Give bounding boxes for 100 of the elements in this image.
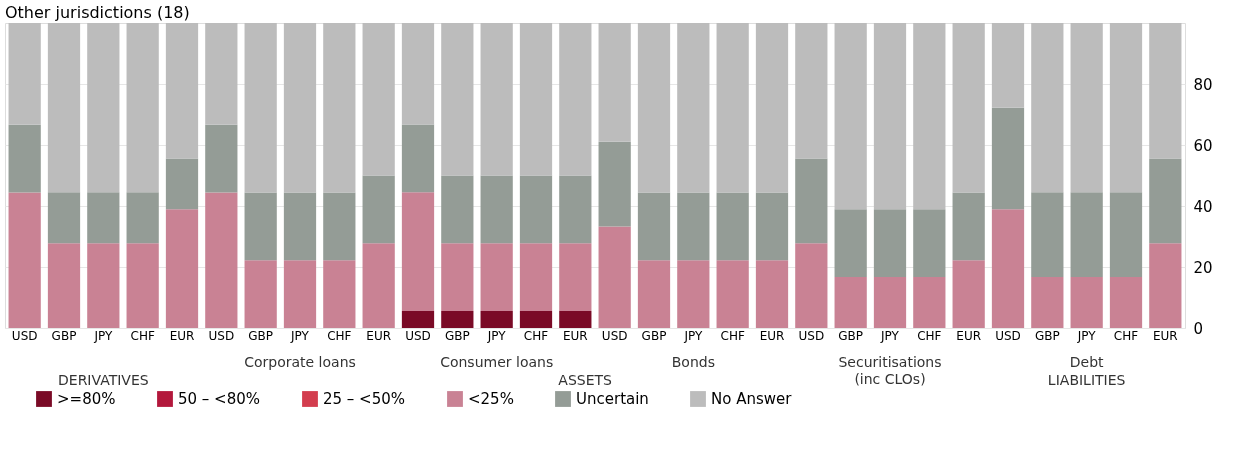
bar <box>755 192 789 261</box>
bar <box>205 23 238 125</box>
bar <box>401 310 435 328</box>
bar <box>637 23 671 193</box>
text: Bonds <box>671 354 715 370</box>
bar <box>401 192 435 311</box>
x-tick-label: EUR <box>956 328 982 343</box>
bar <box>87 243 120 328</box>
bar <box>559 175 592 244</box>
x-tick-label: CHF <box>720 328 745 343</box>
x-tick-label: GBP <box>838 328 864 343</box>
bar <box>480 310 513 328</box>
bar <box>362 23 395 176</box>
bar <box>873 277 907 328</box>
bar <box>401 124 435 193</box>
legend-label: 50 – <80% <box>178 390 261 408</box>
bar <box>913 209 946 278</box>
legend-label: <25% <box>468 390 514 408</box>
bar <box>1031 192 1064 278</box>
bar <box>991 23 1025 108</box>
bar <box>8 23 41 125</box>
bar <box>598 141 631 227</box>
x-tick-label: GBP <box>248 328 274 343</box>
bar <box>1031 277 1064 328</box>
bar <box>519 243 553 311</box>
bar <box>87 192 120 244</box>
bar <box>244 23 277 193</box>
bar <box>323 23 356 193</box>
bar <box>716 192 749 261</box>
text: Corporate loans <box>244 354 356 370</box>
bar <box>47 23 81 193</box>
x-tick-label: GBP <box>444 328 470 343</box>
bar <box>1149 23 1182 159</box>
x-tick-label: USD <box>601 328 628 343</box>
x-tick-label: USD <box>208 328 235 343</box>
bar <box>991 107 1025 210</box>
x-tick-label: JPY <box>683 328 703 343</box>
x-tick-label: EUR <box>366 328 392 343</box>
bar <box>205 124 238 193</box>
bar <box>480 243 513 311</box>
bar <box>1070 23 1103 193</box>
bar <box>519 23 553 176</box>
bar <box>1031 23 1064 193</box>
bar <box>755 23 789 193</box>
x-tick-label: GBP <box>1034 328 1060 343</box>
bar <box>165 23 199 159</box>
bar <box>126 243 159 328</box>
bar <box>637 260 671 328</box>
bar <box>952 23 985 193</box>
bar <box>755 260 789 328</box>
text: Securitisations (inc CLOs) <box>838 354 942 387</box>
text: Debt <box>1069 354 1105 370</box>
bar <box>323 260 356 328</box>
x-tick-label: CHF <box>917 328 942 343</box>
x-tick-label: CHF <box>327 328 352 343</box>
bar <box>795 243 828 328</box>
bar <box>677 260 710 328</box>
bar <box>913 23 946 210</box>
x-tick-label: USD <box>995 328 1021 343</box>
x-tick-label: EUR <box>759 328 785 343</box>
chart-title: Other jurisdictions (18) <box>5 3 190 22</box>
text: Consumer loans <box>440 354 554 370</box>
bar <box>1109 23 1143 193</box>
x-tick-label: JPY <box>1076 328 1097 343</box>
bar <box>244 192 277 261</box>
x-tick-label: CHF <box>523 328 549 343</box>
y-tick-label: 80 <box>1193 75 1213 94</box>
x-tick-label: JPY <box>486 328 507 343</box>
bar <box>637 192 671 261</box>
bar <box>441 243 474 311</box>
x-tick-label: USD <box>798 328 825 343</box>
x-tick-label: EUR <box>562 328 588 343</box>
x-tick-label: EUR <box>169 328 195 343</box>
bar <box>283 23 317 193</box>
x-tick-label: EUR <box>1152 328 1178 343</box>
bar <box>1149 243 1182 328</box>
x-tick-label: CHF <box>130 328 155 343</box>
bar <box>47 192 81 244</box>
bar <box>244 260 277 328</box>
bar <box>8 192 41 328</box>
bar <box>952 192 985 261</box>
x-tick-label: JPY <box>290 328 310 343</box>
bar <box>873 209 907 278</box>
bar <box>834 209 867 278</box>
bar <box>47 243 81 328</box>
y-tick-label: 60 <box>1193 136 1213 155</box>
text: DERIVATIVES <box>58 372 149 388</box>
bar <box>362 243 395 328</box>
bar <box>1149 158 1182 244</box>
legend-label: 25 – <50% <box>323 390 406 408</box>
bar <box>1070 277 1103 328</box>
bar <box>323 192 356 261</box>
bar <box>165 158 199 210</box>
bar <box>519 175 553 244</box>
bar <box>165 209 199 328</box>
bar <box>283 260 317 328</box>
y-tick-label: 0 <box>1193 319 1204 338</box>
x-tick-label: CHF <box>1113 328 1139 343</box>
bar <box>716 260 749 328</box>
bar <box>677 23 710 193</box>
